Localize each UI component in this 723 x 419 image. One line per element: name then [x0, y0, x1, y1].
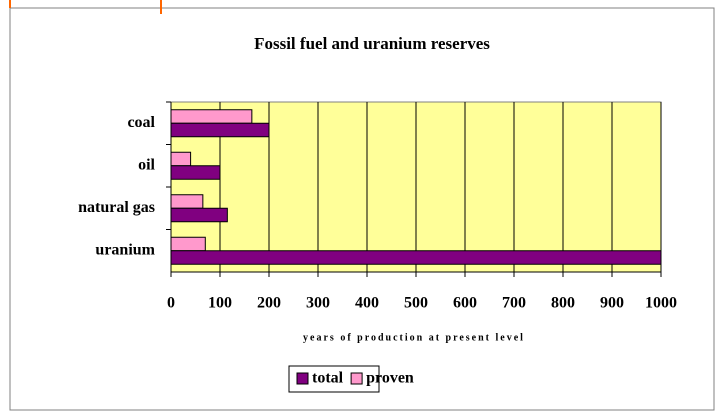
- x-tick-label: 200: [257, 295, 281, 312]
- bar: [170, 151, 192, 167]
- chart-title: Fossil fuel and uranium reserves: [254, 34, 490, 53]
- bar: [170, 165, 221, 180]
- x-tick-label: 0: [167, 295, 175, 312]
- x-tick-label: 100: [208, 295, 232, 312]
- bar: [170, 250, 662, 265]
- x-tick-label: 800: [551, 295, 575, 312]
- x-tick-label: 900: [600, 295, 624, 312]
- x-tick-label: 500: [404, 295, 428, 312]
- bar: [170, 236, 206, 252]
- x-tick-label: 600: [453, 295, 477, 312]
- x-tick-label: 700: [502, 295, 526, 312]
- y-tick-label: uranium: [95, 241, 155, 258]
- bar: [170, 122, 270, 138]
- y-tick-label: oil: [138, 156, 155, 173]
- bar: [170, 194, 204, 209]
- x-tick-label: 300: [306, 295, 330, 312]
- legend-swatch: [350, 372, 363, 385]
- y-tick-label: natural gas: [78, 199, 155, 216]
- legend-label: total: [312, 370, 344, 387]
- y-tick-label: coal: [127, 114, 155, 131]
- x-axis-label: years of production at present level: [303, 332, 525, 343]
- x-tick-label: 400: [355, 295, 379, 312]
- bar: [170, 207, 228, 223]
- bar: [170, 109, 253, 124]
- x-tick-label: 1000: [645, 295, 677, 312]
- legend-label: proven: [366, 370, 414, 387]
- legend-swatch: [296, 372, 309, 385]
